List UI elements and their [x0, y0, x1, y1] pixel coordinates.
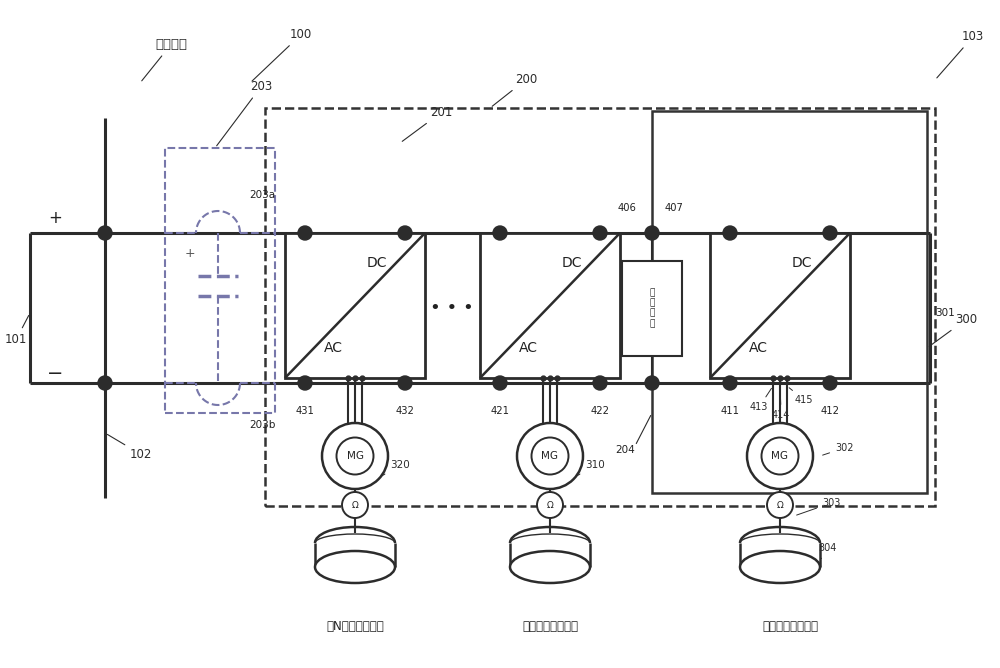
- Circle shape: [645, 376, 659, 390]
- Circle shape: [398, 226, 412, 240]
- Text: 431: 431: [296, 406, 314, 416]
- Text: 303: 303: [797, 498, 840, 515]
- Text: AC: AC: [748, 341, 768, 355]
- Circle shape: [98, 226, 112, 240]
- Text: 102: 102: [107, 434, 152, 461]
- Ellipse shape: [510, 551, 590, 583]
- Text: AC: AC: [518, 341, 538, 355]
- Circle shape: [493, 226, 507, 240]
- Text: +: +: [185, 246, 195, 259]
- Circle shape: [593, 226, 607, 240]
- Text: 413: 413: [750, 388, 771, 412]
- Bar: [265, 108, 935, 506]
- Text: 422: 422: [590, 406, 610, 416]
- Circle shape: [298, 376, 312, 390]
- Circle shape: [767, 492, 793, 518]
- Text: 103: 103: [937, 30, 984, 78]
- Text: 203a: 203a: [249, 190, 275, 200]
- Circle shape: [398, 376, 412, 390]
- Circle shape: [322, 423, 388, 489]
- Bar: [480, 233, 620, 378]
- Text: 202: 202: [310, 288, 354, 345]
- Text: 第一飞轮储能单元: 第一飞轮储能单元: [762, 619, 818, 633]
- Text: 第N飞轮储能单元: 第N飞轮储能单元: [326, 619, 384, 633]
- Circle shape: [532, 438, 568, 474]
- Text: 432: 432: [396, 406, 414, 416]
- Text: 411: 411: [720, 406, 740, 416]
- Text: 201: 201: [402, 106, 452, 142]
- Text: MG: MG: [772, 451, 788, 461]
- Text: 300: 300: [929, 313, 977, 347]
- Bar: [165, 148, 275, 413]
- Text: 203b: 203b: [249, 420, 275, 430]
- Text: 203: 203: [217, 80, 272, 146]
- Text: +: +: [48, 209, 62, 227]
- Text: 304: 304: [818, 543, 836, 558]
- Text: 200: 200: [492, 73, 537, 106]
- Text: 302: 302: [823, 443, 854, 455]
- Bar: [710, 233, 850, 378]
- Text: DC: DC: [367, 256, 387, 270]
- Circle shape: [98, 376, 112, 390]
- Circle shape: [823, 376, 837, 390]
- Circle shape: [517, 423, 583, 489]
- Text: 407: 407: [665, 203, 683, 213]
- Text: 204: 204: [615, 445, 635, 455]
- Text: 415: 415: [789, 387, 814, 405]
- Text: 301: 301: [935, 308, 955, 318]
- Text: 直流电网: 直流电网: [142, 38, 187, 81]
- Circle shape: [645, 226, 659, 240]
- Text: Ω: Ω: [352, 500, 358, 510]
- Text: • • •: • • •: [430, 299, 474, 317]
- Bar: [622, 261, 682, 355]
- Bar: [285, 233, 425, 378]
- Text: Ω: Ω: [547, 500, 553, 510]
- Text: −: −: [47, 363, 63, 383]
- Text: 412: 412: [821, 406, 840, 416]
- Text: 制
动
电
阻: 制 动 电 阻: [649, 288, 655, 328]
- Circle shape: [342, 492, 368, 518]
- Text: DC: DC: [792, 256, 812, 270]
- Text: 第二飞轮储能单元: 第二飞轮储能单元: [522, 619, 578, 633]
- Text: MG: MG: [542, 451, 558, 461]
- Circle shape: [723, 376, 737, 390]
- Circle shape: [593, 376, 607, 390]
- Circle shape: [762, 438, 798, 474]
- Circle shape: [723, 226, 737, 240]
- Ellipse shape: [740, 551, 820, 583]
- Text: 310: 310: [562, 460, 605, 484]
- Text: DC: DC: [562, 256, 582, 270]
- Text: AC: AC: [323, 341, 342, 355]
- Text: 101: 101: [5, 315, 29, 346]
- Circle shape: [336, 438, 374, 474]
- Bar: [652, 111, 927, 493]
- Circle shape: [298, 226, 312, 240]
- Circle shape: [823, 226, 837, 240]
- Text: Ω: Ω: [777, 500, 783, 510]
- Circle shape: [747, 423, 813, 489]
- Ellipse shape: [315, 551, 395, 583]
- Text: 414: 414: [772, 389, 790, 420]
- Text: 406: 406: [618, 203, 636, 213]
- Circle shape: [493, 376, 507, 390]
- Circle shape: [537, 492, 563, 518]
- Text: MG: MG: [347, 451, 364, 461]
- Text: 320: 320: [367, 460, 410, 484]
- Text: 100: 100: [252, 28, 312, 81]
- Text: 421: 421: [490, 406, 510, 416]
